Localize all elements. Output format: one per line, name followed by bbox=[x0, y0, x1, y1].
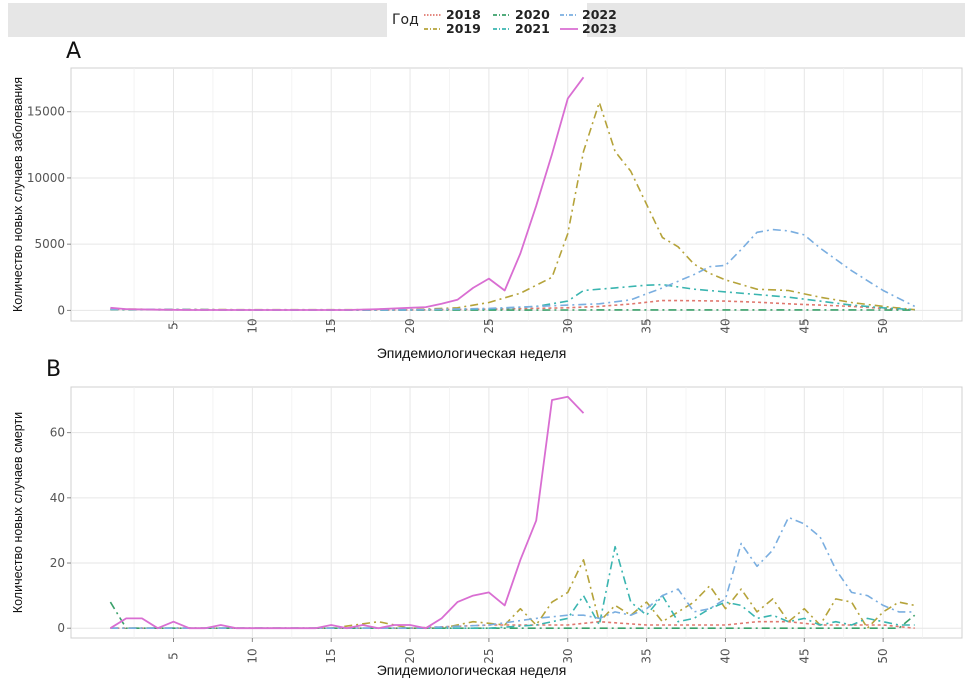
x-tick-label: 25 bbox=[482, 318, 496, 333]
x-tick-label: 45 bbox=[797, 318, 811, 333]
panel-letter: B bbox=[46, 357, 61, 382]
legend-item-label: 2019 bbox=[446, 21, 481, 36]
x-tick-label: 20 bbox=[403, 318, 417, 333]
y-tick-label: 0 bbox=[57, 621, 65, 635]
legend-item-2023: 2023 bbox=[559, 21, 617, 36]
x-tick-label: 10 bbox=[245, 648, 259, 663]
legend-swatch bbox=[424, 27, 442, 30]
x-tick-label: 10 bbox=[245, 318, 259, 333]
x-axis-title: Эпидемиологическая неделя bbox=[377, 345, 567, 361]
y-tick-label: 40 bbox=[50, 491, 65, 505]
y-tick-label: 15000 bbox=[27, 105, 65, 119]
legend-item-label: 2022 bbox=[582, 7, 617, 22]
series-line-2018 bbox=[110, 299, 915, 311]
y-tick-label: 10000 bbox=[27, 171, 65, 185]
x-tick-label: 15 bbox=[324, 318, 338, 333]
legend-item-label: 2020 bbox=[515, 7, 550, 22]
x-tick-label: 20 bbox=[403, 648, 417, 663]
x-tick-label: 15 bbox=[324, 648, 338, 663]
legend: Год 2018 2019 2020 2021 2022 2023 bbox=[387, 3, 617, 37]
y-axis-title: Количество новых случаев заболевания bbox=[11, 77, 25, 312]
plot-area bbox=[70, 67, 963, 322]
series-line-2019 bbox=[110, 559, 915, 630]
x-tick-label: 35 bbox=[640, 318, 654, 333]
legend-item-label: 2023 bbox=[582, 21, 617, 36]
chart-panel-a: A 0 5000 10000 15000 5 10 15 20 25 30 35 40 45 50 Эпиде… bbox=[11, 39, 963, 361]
legend-item-label: 2021 bbox=[515, 21, 550, 36]
legend-swatch bbox=[560, 27, 578, 30]
x-tick-label: 40 bbox=[718, 648, 732, 663]
legend-item-2021: 2021 bbox=[492, 21, 550, 36]
x-tick-label: 30 bbox=[561, 648, 575, 663]
x-tick-label: 25 bbox=[482, 648, 496, 663]
y-axis-title: Количество новых случаев смерти bbox=[11, 412, 25, 613]
x-tick-label: 45 bbox=[797, 648, 811, 663]
series-line-2021 bbox=[110, 545, 915, 630]
x-tick-label: 5 bbox=[167, 322, 181, 330]
legend-swatch bbox=[493, 13, 511, 16]
x-tick-label: 35 bbox=[640, 648, 654, 663]
x-tick-label: 50 bbox=[876, 648, 890, 663]
legend-item-2018: 2018 bbox=[423, 7, 481, 22]
x-tick-label: 50 bbox=[876, 318, 890, 333]
legend-item-2020: 2020 bbox=[492, 7, 550, 22]
panel-letter: A bbox=[66, 39, 81, 64]
series-line-2022 bbox=[110, 516, 915, 630]
legend-swatch bbox=[493, 27, 511, 30]
legend-swatch bbox=[560, 13, 578, 16]
y-tick-label: 5000 bbox=[34, 237, 65, 251]
series-line-2023 bbox=[110, 76, 585, 311]
series-line-2019 bbox=[110, 101, 915, 311]
series-line-2022 bbox=[110, 228, 916, 311]
legend-item-2019: 2019 bbox=[423, 21, 481, 36]
series-line-2020 bbox=[110, 308, 915, 311]
series-line-2023 bbox=[109, 395, 585, 630]
legend-title: Год bbox=[392, 12, 419, 28]
x-tick-label: 30 bbox=[561, 318, 575, 333]
x-tick-label: 5 bbox=[167, 652, 181, 660]
x-axis-title: Эпидемиологическая неделя bbox=[377, 662, 567, 678]
legend-swatch bbox=[424, 13, 442, 16]
y-tick-label: 60 bbox=[50, 426, 65, 440]
plot-area bbox=[70, 386, 963, 639]
chart-panel-b: B 0 20 40 60 5 10 15 20 25 30 35 40 45 50 Эпидемиологич… bbox=[11, 357, 963, 678]
legend-item-label: 2018 bbox=[446, 7, 481, 22]
y-tick-label: 0 bbox=[57, 303, 65, 317]
legend-item-2022: 2022 bbox=[559, 7, 617, 22]
x-tick-label: 40 bbox=[718, 318, 732, 333]
y-tick-label: 20 bbox=[50, 556, 65, 570]
